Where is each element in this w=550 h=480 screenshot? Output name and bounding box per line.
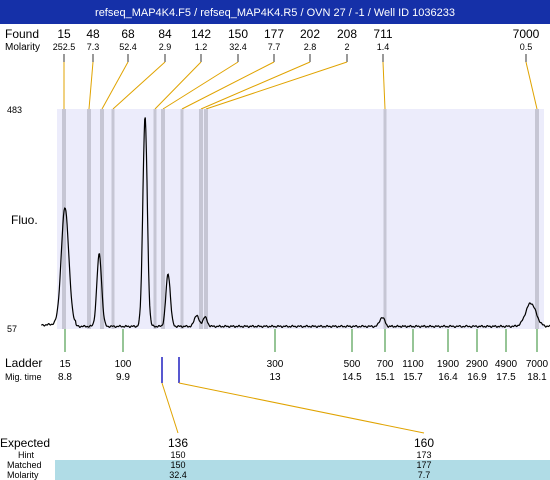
found-molarity: 7.3 [87,42,100,52]
ladder-size: 15 [59,359,71,370]
ladder-label: Ladder [5,356,42,370]
found-size: 15 [57,27,71,41]
ladder-time: 17.5 [496,372,516,383]
ladder-time: 14.5 [342,372,362,383]
found-molarity: 252.5 [53,42,76,52]
molarity-label: Molarity [5,42,40,53]
expected-markers [161,357,425,434]
found-size: 142 [191,27,211,41]
matched-label: Matched [7,460,42,470]
peak-band [199,109,203,329]
matched-value: 150 [170,460,185,470]
peak-band [153,109,157,329]
expected-molarity: 7.7 [418,470,431,480]
y-max-label: 483 [7,105,22,115]
header-bar [0,0,550,24]
ladder-time: 13 [269,372,281,383]
ladder-time: 18.1 [527,372,547,383]
y-min-label: 57 [7,324,17,334]
ladder-size: 1100 [402,359,424,370]
matched-value: 177 [416,460,431,470]
found-size: 84 [158,27,172,41]
found-size: 202 [300,27,320,41]
ladder-time: 16.9 [467,372,487,383]
ladder-size: 7000 [526,359,549,370]
molarity-bottom-label: Molarity [7,470,39,480]
peak-band [111,109,115,329]
hint-value: 173 [416,450,431,460]
found-connector [382,61,386,110]
found-size: 711 [373,27,392,41]
ladder-size: 300 [267,359,284,370]
hint-label: Hint [18,450,35,460]
expected-connector [161,382,179,434]
ladder-axis: 15 8.8 100 9.9 300 13 500 14.5 700 15.1 1100 15.7 19… [58,329,549,383]
found-molarity: 32.4 [229,42,247,52]
expected-label: Expected [0,436,50,450]
found-molarity: 1.2 [195,42,208,52]
found-molarity: 1.4 [377,42,390,52]
ladder-size: 4900 [495,359,518,370]
peak-band [62,109,66,329]
fluo-label: Fluo. [11,213,38,227]
found-connector [162,61,239,110]
peak-band [204,109,208,329]
found-molarity: 52.4 [119,42,137,52]
found-molarity: 2.8 [304,42,317,52]
found-connector [88,61,94,110]
found-size: 68 [121,27,135,41]
peak-band [535,109,539,329]
ladder-size: 700 [377,359,394,370]
expected-molarity: 32.4 [169,470,187,480]
found-connector [101,61,129,110]
peak-band [161,109,165,329]
expected-value: 160 [414,436,434,450]
ladder-time: 16.4 [438,372,458,383]
mig-time-label: Mig. time [5,372,42,382]
hint-value: 150 [170,450,185,460]
found-size: 177 [264,27,284,41]
peak-band [180,109,184,329]
fluorescence-trace [40,117,550,329]
found-connector [112,61,166,110]
found-connector [525,61,538,110]
found-connector [154,61,202,110]
peak-band [383,109,387,329]
expected-value: 136 [168,436,188,450]
ladder-time: 15.1 [375,372,395,383]
found-molarity: 2.9 [159,42,172,52]
found-size: 150 [228,27,248,41]
found-connector [181,61,275,110]
ladder-size: 500 [344,359,361,370]
ladder-size: 100 [115,359,132,370]
ladder-time: 9.9 [116,372,130,383]
found-connector [200,61,311,110]
found-connector [205,61,348,110]
expected-connector [178,382,425,434]
ladder-time: 15.7 [403,372,423,383]
found-molarity: 0.5 [520,42,533,52]
found-size: 48 [86,27,100,41]
found-size: 7000 [513,27,540,41]
header-title: refseq_MAP4K4.F5 / refseq_MAP4K4.R5 / OV… [95,7,455,19]
found-label: Found [5,27,39,41]
plot-area [57,109,544,329]
found-size: 208 [337,27,357,41]
peak-band [100,109,104,329]
ladder-size: 2900 [466,359,489,370]
found-molarity: 7.7 [268,42,281,52]
ladder-time: 8.8 [58,372,72,383]
found-peaks: 15252.5487.36852.4842.91421.215032.41777… [53,27,540,52]
found-molarity: 2 [344,42,349,52]
found-connectors [63,54,538,110]
matched-highlight [55,460,550,480]
peak-band [87,109,91,329]
ladder-size: 1900 [437,359,460,370]
peak-bands [62,109,539,329]
